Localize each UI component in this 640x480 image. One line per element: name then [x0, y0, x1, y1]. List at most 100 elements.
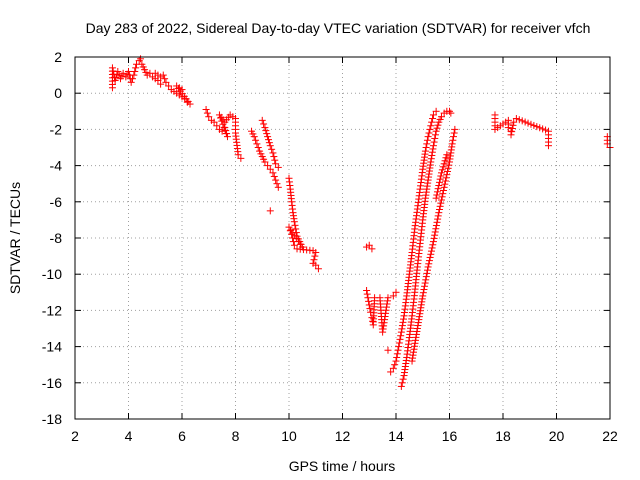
- data-point: [312, 261, 320, 269]
- data-point: [418, 169, 426, 177]
- data-points: [108, 55, 614, 390]
- data-point: [270, 172, 278, 180]
- data-point: [504, 120, 512, 128]
- data-point: [109, 67, 117, 75]
- data-point: [418, 219, 426, 227]
- data-point: [291, 221, 299, 229]
- data-point: [425, 260, 433, 268]
- data-point: [509, 121, 517, 129]
- data-point: [306, 246, 314, 254]
- data-point: [139, 63, 147, 71]
- data-point: [408, 252, 416, 260]
- data-point: [286, 182, 294, 190]
- data-point: [389, 364, 397, 372]
- data-point: [399, 375, 407, 383]
- data-point: [435, 182, 443, 190]
- data-point: [289, 234, 297, 242]
- data-point: [436, 175, 444, 183]
- data-point: [422, 276, 430, 284]
- data-point: [429, 142, 437, 150]
- data-point: [363, 286, 371, 294]
- data-point: [389, 292, 397, 300]
- data-point: [439, 186, 447, 194]
- x-tick-label: 14: [388, 428, 404, 444]
- data-point: [430, 138, 438, 146]
- data-point: [393, 350, 401, 358]
- data-point: [213, 122, 221, 130]
- data-point: [254, 144, 262, 151]
- data-point: [431, 228, 439, 236]
- data-point: [384, 346, 392, 354]
- data-point: [433, 218, 441, 226]
- data-point: [311, 252, 319, 260]
- data-point: [154, 71, 162, 79]
- data-point: [266, 207, 274, 215]
- data-point: [431, 131, 439, 139]
- data-point: [508, 124, 516, 132]
- data-point: [258, 116, 266, 124]
- data-point: [273, 180, 281, 188]
- data-point: [428, 244, 436, 252]
- data-point: [405, 337, 413, 345]
- data-point: [427, 250, 435, 258]
- data-point: [422, 144, 430, 151]
- data-point: [413, 266, 421, 274]
- x-tick-label: 4: [125, 428, 133, 444]
- y-tick-label: -16: [42, 375, 62, 391]
- data-point: [422, 273, 430, 281]
- data-point: [521, 118, 529, 126]
- data-point: [395, 339, 403, 347]
- data-point: [536, 124, 544, 132]
- data-point: [432, 225, 440, 233]
- data-point: [402, 356, 410, 364]
- data-point: [432, 127, 440, 135]
- data-point: [427, 155, 435, 163]
- data-point: [399, 318, 407, 326]
- data-point: [437, 169, 445, 177]
- data-point: [507, 131, 515, 139]
- data-point: [249, 130, 257, 138]
- data-point: [424, 266, 432, 274]
- data-point: [431, 134, 439, 142]
- data-point: [271, 156, 279, 164]
- data-point: [515, 116, 523, 124]
- data-point: [436, 202, 444, 210]
- y-tick-label: 0: [54, 85, 62, 101]
- data-point: [451, 125, 459, 133]
- data-point: [268, 145, 276, 153]
- data-point: [423, 269, 431, 277]
- x-tick-label: 8: [232, 428, 240, 444]
- data-point: [203, 109, 211, 117]
- data-point: [444, 164, 452, 172]
- data-point: [395, 343, 403, 351]
- data-point: [418, 295, 426, 303]
- data-point: [366, 305, 374, 313]
- data-point: [432, 222, 440, 230]
- data-point: [429, 111, 437, 119]
- data-point: [224, 113, 232, 121]
- data-point: [310, 256, 318, 264]
- data-point: [175, 84, 183, 92]
- x-axis-label: GPS time / hours: [289, 458, 396, 474]
- data-point: [392, 357, 400, 365]
- x-tick-label: 18: [495, 428, 511, 444]
- data-point: [438, 166, 446, 174]
- data-point: [399, 315, 407, 323]
- data-point: [429, 241, 437, 249]
- data-point: [365, 241, 373, 249]
- data-point: [442, 154, 450, 162]
- data-point: [266, 142, 274, 150]
- data-point: [440, 183, 448, 191]
- y-tick-label: -14: [42, 339, 62, 355]
- data-point: [429, 145, 437, 153]
- data-point: [175, 85, 183, 93]
- data-point: [426, 161, 434, 169]
- x-tick-label: 6: [178, 428, 186, 444]
- data-point: [269, 149, 277, 157]
- data-point: [264, 136, 272, 144]
- data-point: [218, 127, 226, 135]
- x-tick-label: 10: [281, 428, 297, 444]
- data-point: [261, 124, 269, 132]
- data-point: [363, 290, 371, 298]
- data-point: [161, 75, 169, 83]
